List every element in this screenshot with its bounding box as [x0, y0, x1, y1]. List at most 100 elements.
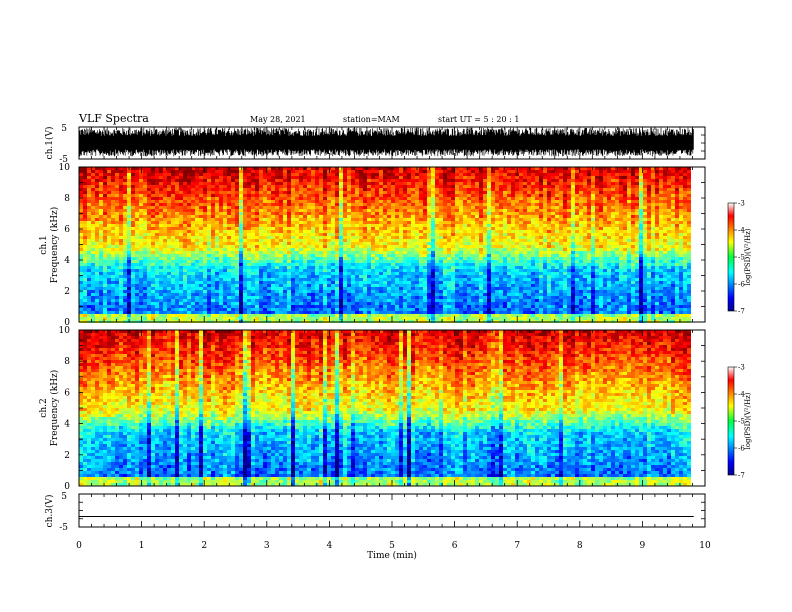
spectrogram-ch1-cell: [199, 200, 203, 203]
spectrogram-ch1-cell: [307, 236, 311, 239]
spectrogram-ch1-cell: [263, 167, 267, 170]
spectrogram-ch1-cell: [263, 194, 267, 197]
spectrogram-ch1-cell: [443, 236, 447, 239]
spectrogram-ch1-cell: [371, 206, 375, 209]
spectrogram-ch1-cell: [91, 275, 95, 278]
spectrogram-ch1-cell: [291, 302, 295, 305]
spectrogram-ch1-cell: [267, 230, 271, 233]
spectrogram-ch1-cell: [155, 278, 159, 281]
spectrogram-ch1-cell: [139, 218, 143, 221]
spectrogram-ch1-cell: [183, 272, 187, 275]
spectrogram-ch1-cell: [359, 314, 363, 317]
spectrogram-ch1-cell: [251, 299, 255, 302]
spectrogram-ch1-cell: [263, 170, 267, 173]
spectrogram-ch1-cell: [207, 188, 211, 191]
spectrogram-ch1-cell: [363, 197, 367, 200]
spectrogram-ch1-cell: [411, 170, 415, 173]
spectrogram-ch1-cell: [451, 206, 455, 209]
spectrogram-ch1-cell: [427, 194, 431, 197]
spectrogram-ch1-cell: [311, 248, 315, 251]
spectrogram-ch1-cell: [443, 206, 447, 209]
spectrogram-ch1-cell: [267, 233, 271, 236]
spectrogram-ch1-cell: [431, 251, 435, 254]
spectrogram-ch1-cell: [123, 218, 127, 221]
spectrogram-ch1-cell: [111, 188, 115, 191]
spectrogram-ch1-cell: [107, 281, 111, 284]
spectrogram-ch1-cell: [443, 275, 447, 278]
spectrogram-ch1-cell: [199, 233, 203, 236]
spectrogram-ch1-cell: [195, 173, 199, 176]
spectrogram-ch1-cell: [255, 230, 259, 233]
spectrogram-ch1-cell: [399, 173, 403, 176]
spectrogram-ch1-cell: [87, 209, 91, 212]
spectrogram-ch1-cell: [255, 197, 259, 200]
spectrogram-ch1-cell: [323, 230, 327, 233]
spectrogram-ch1-cell: [299, 203, 303, 206]
spectrogram-ch1-cell: [303, 302, 307, 305]
spectrogram-ch1-cell: [119, 194, 123, 197]
spectrogram-ch1-cell: [175, 311, 179, 314]
spectrogram-ch1-cell: [111, 275, 115, 278]
spectrogram-ch1-cell: [387, 308, 391, 311]
spectrogram-ch1-cell: [251, 179, 255, 182]
spectrogram-ch1-cell: [175, 170, 179, 173]
spectrogram-ch1-cell: [347, 281, 351, 284]
spectrogram-ch1-cell: [171, 296, 175, 299]
spectrogram-ch1-cell: [159, 233, 163, 236]
spectrogram-ch1-cell: [131, 314, 135, 317]
spectrogram-ch1-cell: [191, 176, 195, 179]
spectrogram-ch1-cell: [187, 236, 191, 239]
spectrogram-ch1-cell: [387, 227, 391, 230]
spectrogram-ch1-cell: [203, 179, 207, 182]
spectrogram-ch1-cell: [303, 290, 307, 293]
spectrogram-ch1-cell: [319, 215, 323, 218]
spectrogram-ch1-cell: [167, 317, 171, 320]
spectrogram-ch1-cell: [211, 212, 215, 215]
spectrogram-ch1-cell: [147, 218, 151, 221]
spectrogram-ch1-cell: [387, 281, 391, 284]
spectrogram-ch1-cell: [351, 302, 355, 305]
spectrogram-ch1-cell: [255, 269, 259, 272]
spectrogram-ch1-cell: [83, 170, 87, 173]
spectrogram-ch1-cell: [219, 191, 223, 194]
spectrogram-ch1-cell: [223, 308, 227, 311]
spectrogram-ch1-cell: [407, 176, 411, 179]
spectrogram-ch1-cell: [355, 194, 359, 197]
spectrogram-ch1-cell: [335, 191, 339, 194]
spectrogram-ch1-cell: [203, 266, 207, 269]
spectrogram-ch1-cell: [163, 218, 167, 221]
spectrogram-ch1-cell: [399, 230, 403, 233]
spectrogram-ch1-cell: [375, 254, 379, 257]
spectrogram-ch1-cell: [175, 305, 179, 308]
spectrogram-ch1-cell: [303, 257, 307, 260]
spectrogram-ch1-cell: [123, 263, 127, 266]
spectrogram-ch1-cell: [447, 167, 451, 170]
spectrogram-ch1-cell: [447, 278, 451, 281]
spectrogram-ch1-cell: [211, 260, 215, 263]
spectrogram-ch1-cell: [239, 275, 243, 278]
spectrogram-ch1-cell: [247, 242, 251, 245]
spectrogram-ch1-cell: [83, 209, 87, 212]
spectrogram-ch1-cell: [383, 251, 387, 254]
spectrogram-ch1-cell: [151, 242, 155, 245]
spectrogram-ch1-cell: [307, 203, 311, 206]
spectrogram-ch1-cell: [219, 284, 223, 287]
spectrogram-ch1-cell: [399, 203, 403, 206]
spectrogram-ch1-cell: [115, 206, 119, 209]
spectrogram-ch1-cell: [331, 296, 335, 299]
spectrogram-ch1-cell: [83, 230, 87, 233]
spectrogram-ch1-cell: [419, 203, 423, 206]
spectrogram-ch1-cell: [379, 284, 383, 287]
spectrogram-ch1-cell: [319, 287, 323, 290]
spectrogram-ch1-cell: [307, 293, 311, 296]
spectrogram-ch1-cell: [363, 182, 367, 185]
spectrogram-ch1-cell: [119, 203, 123, 206]
spectrogram-ch1-cell: [359, 242, 363, 245]
spectrogram-ch1-cell: [155, 281, 159, 284]
spectrogram-ch1-cell: [171, 260, 175, 263]
spectrogram-ch1-cell: [443, 185, 447, 188]
spectrogram-ch1-cell: [411, 236, 415, 239]
spectrogram-ch1-cell: [303, 224, 307, 227]
spectrogram-ch1-cell: [179, 206, 183, 209]
spectrogram-ch1-cell: [439, 206, 443, 209]
